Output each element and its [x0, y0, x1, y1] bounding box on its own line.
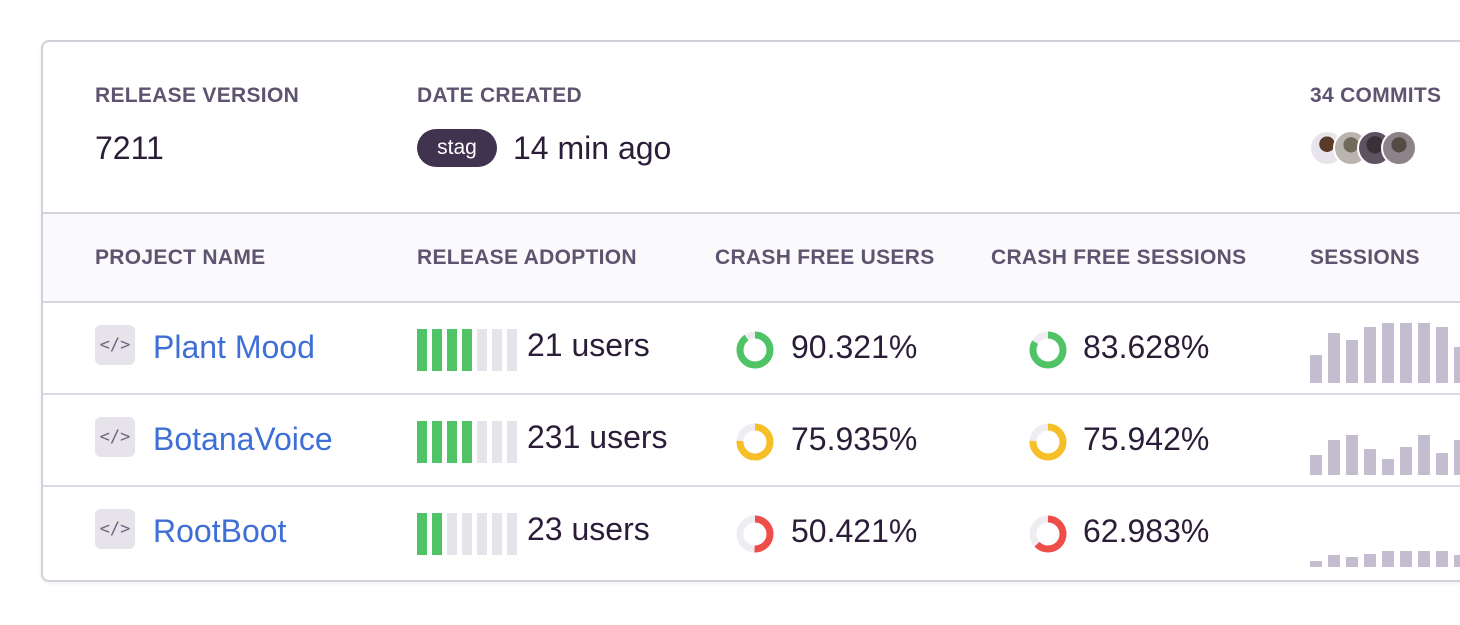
- adoption-segment: [447, 329, 457, 371]
- table-row: </> BotanaVoice 231 users 75.935% 75.942…: [43, 395, 1460, 487]
- release-version-label: RELEASE VERSION: [95, 84, 300, 107]
- sessions-bar: [1310, 455, 1322, 475]
- sessions-bar: [1364, 554, 1376, 567]
- commits-count-label[interactable]: 34 COMMITS: [1310, 84, 1442, 107]
- adoption-segment: [477, 329, 487, 371]
- sessions-bar: [1328, 555, 1340, 567]
- column-project-name: PROJECT NAME: [95, 246, 266, 269]
- adoption-segment: [462, 513, 472, 555]
- ring-progress-arc: [736, 423, 774, 461]
- sessions-bar: [1454, 347, 1460, 383]
- adoption-segment: [492, 513, 502, 555]
- code-icon: </>: [95, 417, 135, 457]
- adoption-segment: [417, 421, 427, 463]
- ring-progress-arc: [1029, 515, 1067, 553]
- table-row: </> RootBoot 23 users 50.421% 62.983%: [43, 487, 1460, 579]
- crash-free-sessions-value: 75.942%: [1083, 421, 1210, 457]
- adoption-segment: [507, 329, 517, 371]
- adoption-segment: [462, 421, 472, 463]
- adoption-segment: [417, 513, 427, 555]
- sessions-sparkline[interactable]: [1310, 503, 1460, 567]
- sessions-bar: [1400, 323, 1412, 383]
- adoption-segment: [432, 513, 442, 555]
- date-created-value: 14 min ago: [513, 130, 672, 166]
- sessions-bar: [1454, 555, 1460, 567]
- sessions-bar: [1346, 435, 1358, 475]
- adoption-users: 231 users: [527, 419, 668, 455]
- project-name-link[interactable]: Plant Mood: [153, 329, 315, 365]
- sessions-sparkline[interactable]: [1310, 319, 1460, 383]
- adoption-segment: [477, 421, 487, 463]
- sessions-bar: [1382, 323, 1394, 383]
- crash-free-users-value: 50.421%: [791, 513, 918, 549]
- adoption-segment: [492, 329, 502, 371]
- column-release-adoption: RELEASE ADOPTION: [417, 246, 637, 269]
- sessions-bar: [1418, 551, 1430, 567]
- sessions-bar: [1310, 355, 1322, 383]
- adoption-users: 21 users: [527, 327, 650, 363]
- sessions-bar: [1436, 551, 1448, 567]
- crash-free-sessions-value: 83.628%: [1083, 329, 1210, 365]
- sessions-bar: [1400, 447, 1412, 475]
- ring-progress-arc: [1029, 423, 1067, 461]
- release-version[interactable]: 7211: [95, 130, 164, 166]
- crash-free-sessions-value: 62.983%: [1083, 513, 1210, 549]
- adoption-segment: [492, 421, 502, 463]
- project-name-link[interactable]: RootBoot: [153, 513, 287, 549]
- crash-free-users-ring: [736, 515, 774, 553]
- adoption-segment: [447, 421, 457, 463]
- sessions-bar: [1382, 551, 1394, 567]
- ring-progress-arc: [1029, 331, 1067, 369]
- environment-badge: stag: [417, 129, 497, 167]
- column-crash-free-users: CRASH FREE USERS: [715, 246, 935, 269]
- sessions-bar: [1400, 551, 1412, 567]
- crash-free-sessions-ring: [1029, 515, 1067, 553]
- adoption-segment: [417, 329, 427, 371]
- adoption-segment: [507, 421, 517, 463]
- crash-free-users-ring: [736, 331, 774, 369]
- sessions-bar: [1436, 453, 1448, 475]
- avatar[interactable]: [1381, 130, 1417, 166]
- sessions-bar: [1328, 440, 1340, 475]
- sessions-bar: [1310, 561, 1322, 567]
- crash-free-users-value: 90.321%: [791, 329, 918, 365]
- column-sessions: SESSIONS: [1310, 246, 1420, 269]
- code-icon: </>: [95, 325, 135, 365]
- sessions-sparkline[interactable]: [1310, 411, 1460, 475]
- ring-progress-arc: [736, 515, 774, 553]
- sessions-bar: [1454, 440, 1460, 475]
- adoption-segment: [432, 329, 442, 371]
- table-row: </> Plant Mood 21 users 90.321% 83.628%: [43, 303, 1460, 395]
- crash-free-sessions-ring: [1029, 331, 1067, 369]
- column-crash-free-sessions: CRASH FREE SESSIONS: [991, 246, 1247, 269]
- sessions-bar: [1364, 327, 1376, 383]
- adoption-segment: [462, 329, 472, 371]
- ring-progress-arc: [736, 331, 774, 369]
- adoption-users: 23 users: [527, 511, 650, 547]
- sessions-bar: [1436, 327, 1448, 383]
- sessions-bar: [1346, 557, 1358, 567]
- table-header: PROJECT NAME RELEASE ADOPTION CRASH FREE…: [43, 212, 1460, 303]
- adoption-segment: [447, 513, 457, 555]
- adoption-segment: [432, 421, 442, 463]
- crash-free-users-value: 75.935%: [791, 421, 918, 457]
- crash-free-users-ring: [736, 423, 774, 461]
- adoption-segment: [477, 513, 487, 555]
- sessions-bar: [1328, 333, 1340, 383]
- code-icon: </>: [95, 509, 135, 549]
- adoption-segment: [507, 513, 517, 555]
- sessions-bar: [1418, 435, 1430, 475]
- sessions-bar: [1364, 449, 1376, 475]
- date-created-label: DATE CREATED: [417, 84, 582, 107]
- crash-free-sessions-ring: [1029, 423, 1067, 461]
- sessions-bar: [1382, 459, 1394, 475]
- sessions-bar: [1346, 340, 1358, 383]
- sessions-bar: [1418, 323, 1430, 383]
- project-name-link[interactable]: BotanaVoice: [153, 421, 333, 457]
- release-card: RELEASE VERSION 7211 DATE CREATED stag 1…: [41, 40, 1460, 582]
